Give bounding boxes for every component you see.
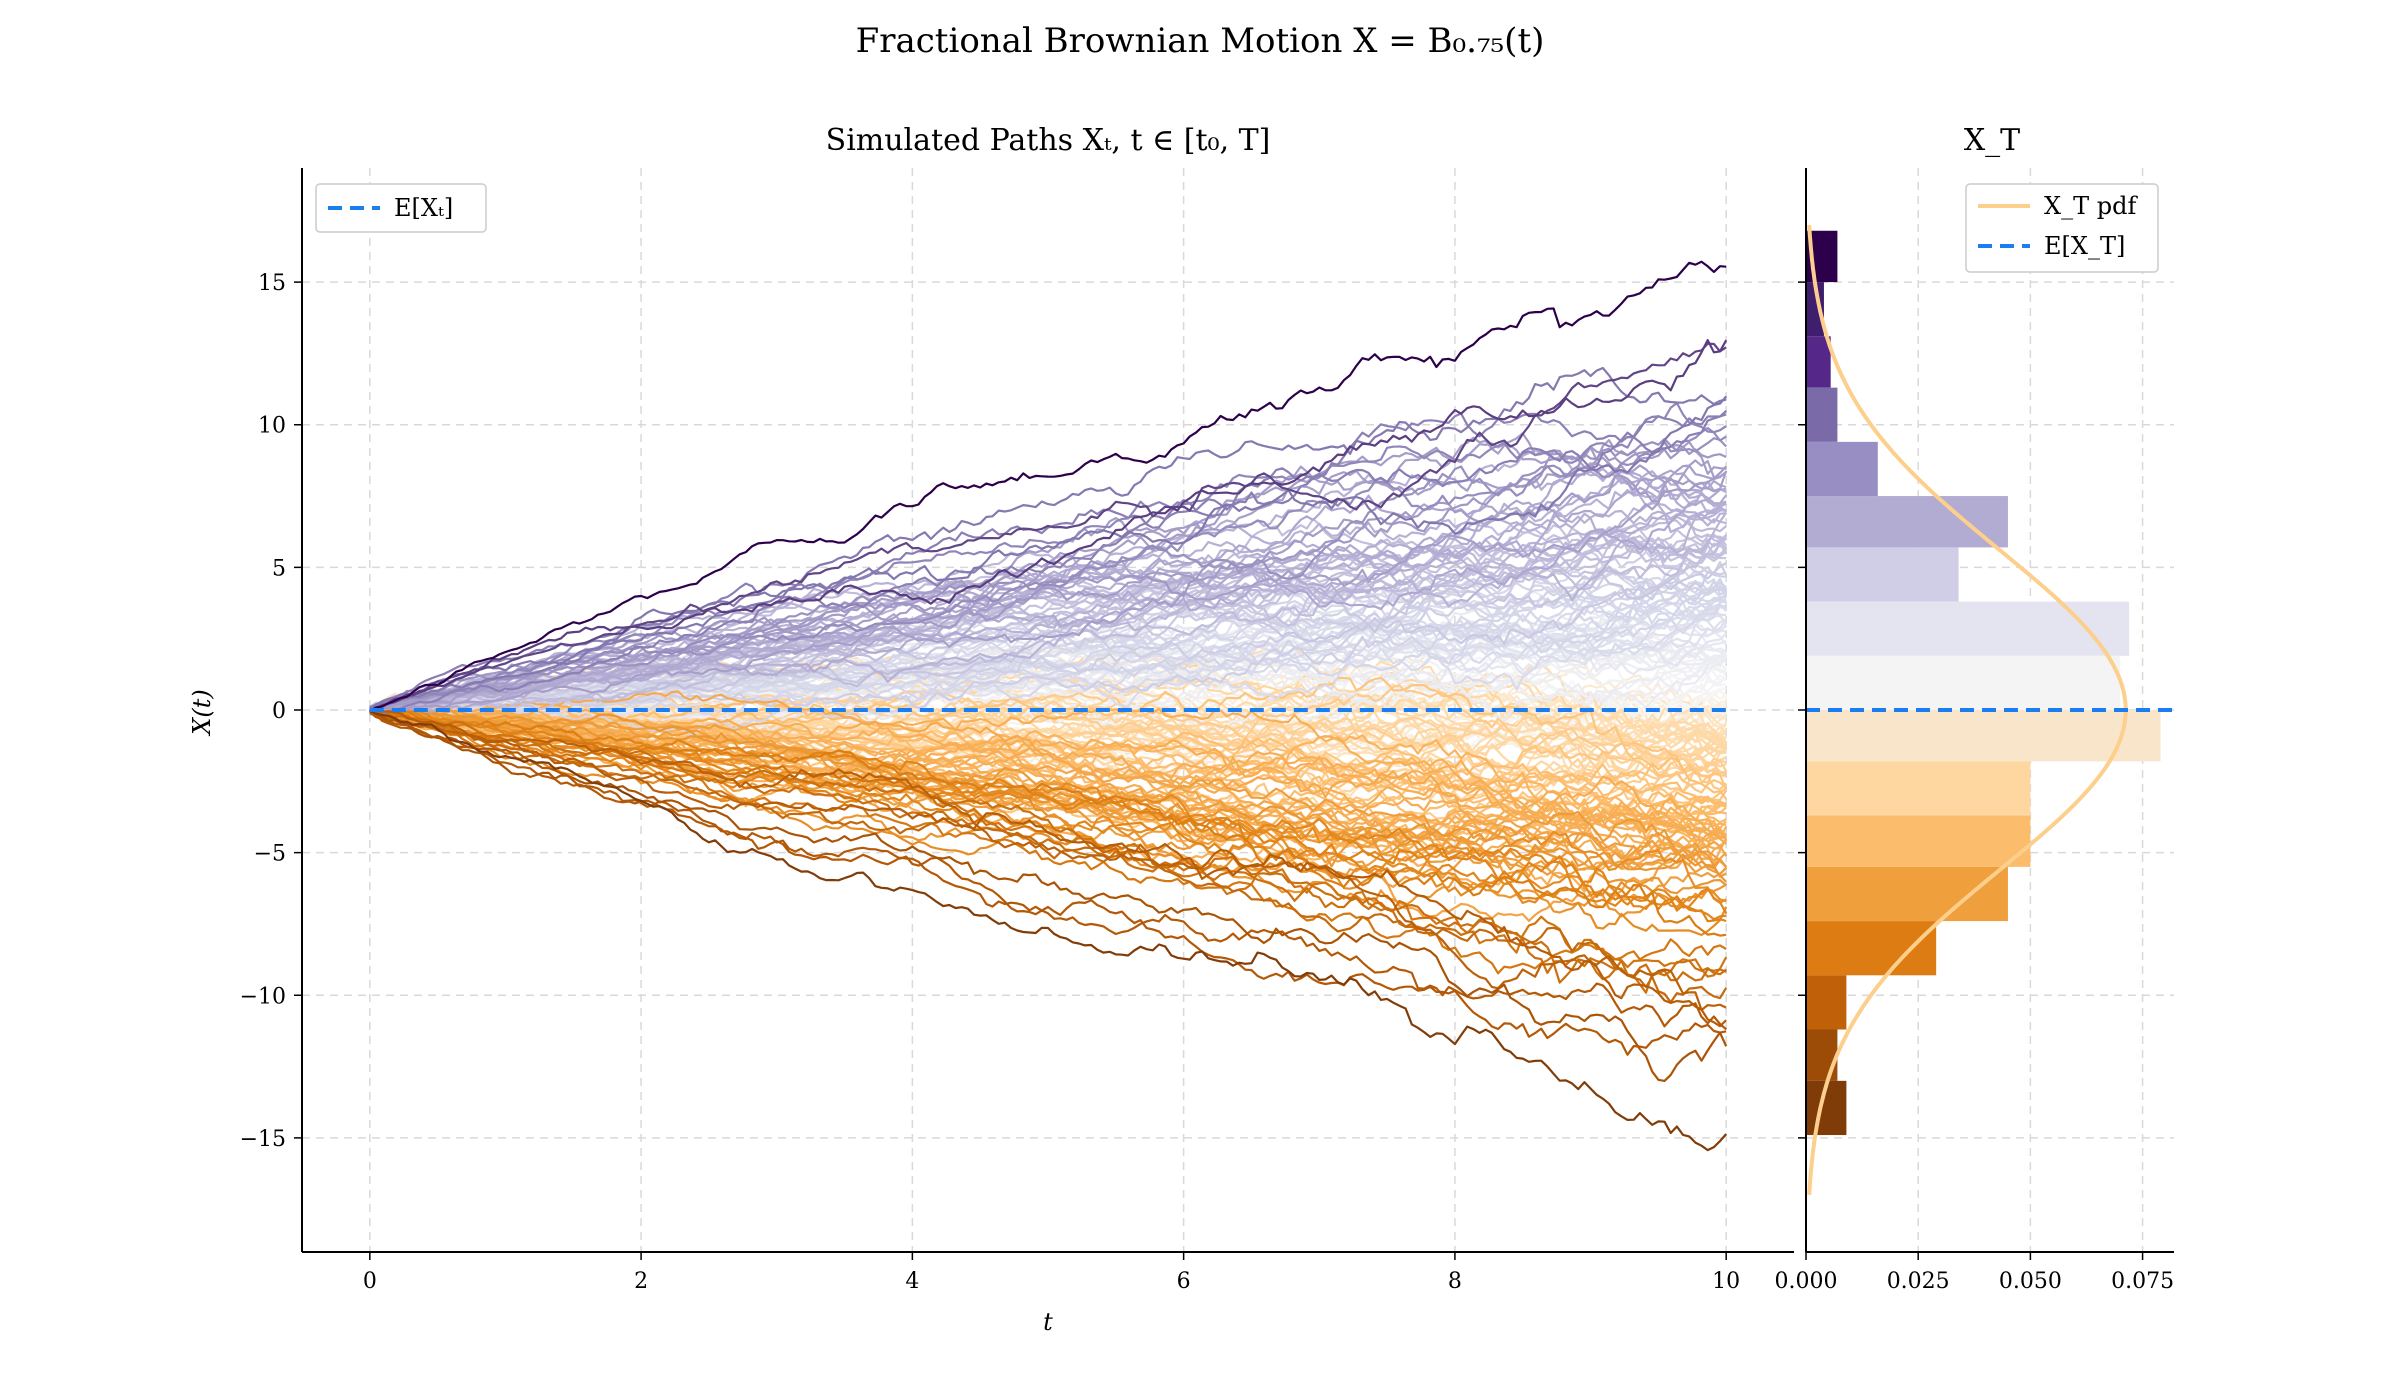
histogram-bar — [1806, 761, 2031, 816]
histogram-bar — [1806, 496, 2008, 548]
simulated-paths — [369, 260, 1728, 1152]
sample-path — [369, 709, 1727, 937]
histogram-legend: X_T pdf E[X_T] — [1965, 183, 2159, 273]
sample-path — [369, 707, 1727, 839]
sample-path — [369, 710, 1727, 994]
histogram-axes: 0.000 0.025 0.050 0.075 — [1775, 168, 2174, 1294]
x-tick-label: 2 — [634, 1269, 648, 1294]
x-tick-label: 0.025 — [1887, 1269, 1950, 1294]
sample-path — [369, 707, 1728, 850]
sample-path — [369, 708, 1727, 1028]
histogram-bar — [1806, 975, 1847, 1030]
histogram-legend-mean-label: E[X_T] — [2044, 232, 2125, 260]
sample-path — [369, 709, 1727, 1012]
histogram-panel: X_T 0.000 0.025 0.050 0.075 X_T pdf E[X_T] — [1775, 123, 2175, 1294]
histogram-bar — [1806, 921, 1937, 976]
sample-path — [369, 550, 1727, 714]
sample-path — [369, 706, 1728, 922]
histogram-bar — [1806, 282, 1824, 337]
x-tick-label: 0.075 — [2111, 1269, 2174, 1294]
sample-path — [369, 502, 1728, 709]
paths-legend: E[Xₜ] — [315, 183, 487, 233]
sample-path — [369, 709, 1728, 1152]
histogram-bar — [1806, 441, 1878, 497]
sample-path — [369, 706, 1727, 876]
histogram-bar — [1806, 655, 2121, 710]
sample-path — [369, 711, 1727, 1031]
sample-path — [369, 706, 1727, 908]
x-tick-label: 4 — [905, 1269, 919, 1294]
sample-path — [369, 703, 1728, 865]
sample-path — [369, 709, 1728, 1082]
y-tick-label: 10 — [258, 414, 286, 439]
y-tick-label: −15 — [240, 1127, 286, 1152]
sample-path — [369, 710, 1727, 1056]
y-tick-label: 5 — [272, 556, 286, 581]
paths-legend-mean-label: E[Xₜ] — [394, 194, 453, 222]
sample-path — [369, 534, 1728, 714]
x-tick-label: 8 — [1448, 1269, 1462, 1294]
paths-panel: Simulated Paths Xₜ, t ∈ [t₀, T] 0 2 4 6 8 10 −… — [188, 123, 1794, 1336]
histogram-bar — [1806, 547, 1959, 602]
sample-path — [369, 705, 1727, 923]
paths-ylabel: X(t) — [188, 689, 216, 736]
sample-path — [369, 459, 1727, 713]
sample-path — [369, 469, 1727, 710]
paths-xlabel: t — [1043, 1308, 1053, 1336]
histogram-bar — [1806, 387, 1838, 442]
x-tick-label: 6 — [1177, 1269, 1191, 1294]
x-tick-label: 0.000 — [1775, 1269, 1838, 1294]
histogram-bar — [1806, 815, 2031, 867]
y-tick-label: −10 — [240, 984, 286, 1009]
figure-suptitle: Fractional Brownian Motion X = B₀.₇₅(t) — [856, 21, 1545, 61]
y-tick-label: 0 — [272, 699, 286, 724]
histogram-bars — [1806, 230, 2161, 1136]
sample-path — [369, 260, 1727, 713]
x-tick-label: 10 — [1712, 1269, 1740, 1294]
sample-path — [369, 709, 1727, 895]
sample-path — [369, 339, 1728, 714]
histogram-bar — [1806, 866, 2008, 922]
paths-panel-title: Simulated Paths Xₜ, t ∈ [t₀, T] — [826, 123, 1271, 158]
y-tick-label: 15 — [258, 271, 286, 296]
y-tick-label: −5 — [254, 842, 286, 867]
sample-path — [369, 487, 1727, 710]
histogram-bar — [1806, 710, 2161, 762]
paths-legend-box — [315, 183, 487, 233]
histogram-panel-title: X_T — [1964, 123, 2020, 158]
sample-path — [369, 432, 1727, 711]
sample-path — [369, 558, 1728, 713]
histogram-bar — [1806, 601, 2130, 656]
sample-path — [369, 708, 1728, 915]
sample-path — [369, 476, 1728, 711]
x-tick-label: 0.050 — [1999, 1269, 2062, 1294]
histogram-bar — [1806, 336, 1831, 388]
sample-path — [369, 564, 1727, 714]
sample-path — [369, 395, 1728, 709]
sample-path — [369, 517, 1727, 713]
paths-axes: 0 2 4 6 8 10 −15 −10 −5 0 5 10 15 — [240, 168, 1794, 1294]
sample-path — [369, 711, 1727, 878]
sample-path — [369, 401, 1727, 711]
sample-path — [369, 342, 1727, 712]
sample-path — [369, 709, 1727, 975]
histogram-legend-pdf-label: X_T pdf — [2044, 192, 2138, 220]
histogram-bar — [1806, 1029, 1838, 1081]
sample-path — [369, 426, 1727, 710]
sample-path — [369, 412, 1727, 717]
x-tick-label: 0 — [363, 1269, 377, 1294]
